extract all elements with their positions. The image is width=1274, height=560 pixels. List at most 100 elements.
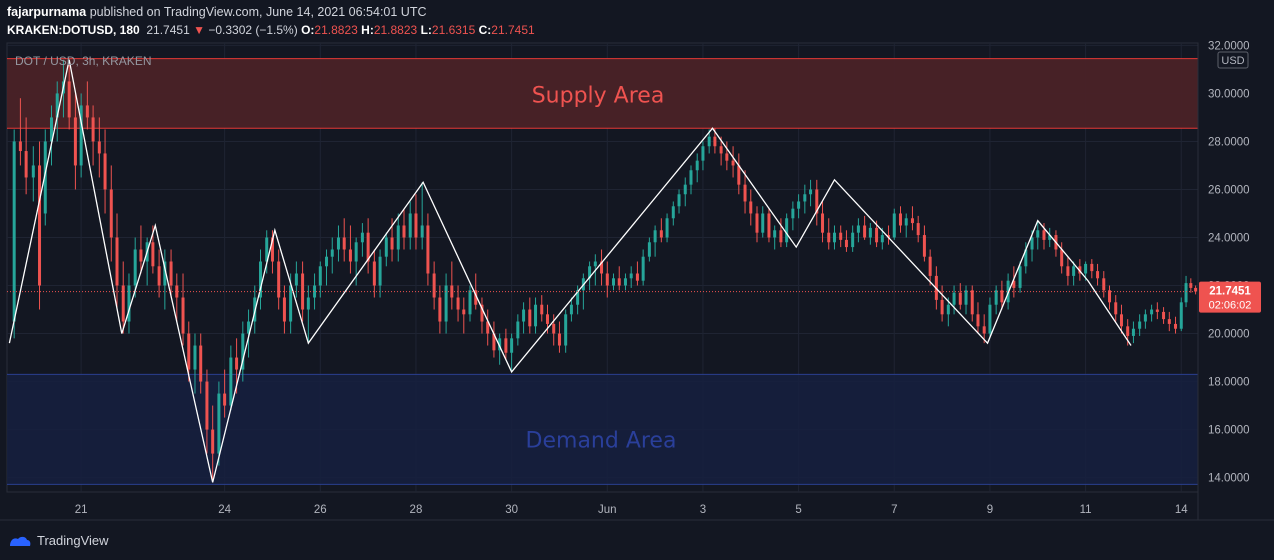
candle-body [1066,266,1070,276]
candle-body [163,261,167,286]
candle-body [761,213,765,233]
high-value: 21.8823 [373,23,418,37]
candle-body [38,165,42,286]
zigzag-layer [7,59,1198,483]
y-tick-label: 16.0000 [1208,425,1250,437]
candle-body [193,345,197,370]
y-tick-label: 24.0000 [1208,232,1250,244]
y-tick-label: 28.0000 [1208,136,1250,148]
candle-body [898,213,902,226]
candle-body [1072,266,1076,276]
candle-body [773,230,777,238]
candle-body [1012,280,1016,288]
candle-body [683,184,687,195]
supply-zone [7,58,1198,129]
candle-body [259,261,263,298]
candle-body [982,326,986,334]
current-price-badge [1199,281,1261,313]
candle-body [360,232,364,243]
candle-body [97,141,101,154]
candle-body [743,184,747,202]
candle-body [588,266,592,279]
candle-body [755,213,759,233]
demand-area-label: Demand Area [526,428,677,453]
candle-body [396,225,400,250]
candle-body [366,232,370,262]
candle-body [922,235,926,257]
price-change: −0.3302 (−1.5%) [208,23,298,37]
candle-body [791,208,795,219]
candle-body [600,261,604,274]
candle-body [851,232,855,248]
candle-body [839,232,843,240]
candle-body [910,218,914,224]
candle-body [241,333,245,370]
candle-body [384,237,388,257]
candle-body [414,213,418,238]
current-price-label: 21.7451 [1209,286,1251,298]
candle-body [1138,321,1142,329]
candle-body [354,242,358,262]
ohlc-legend: KRAKEN:DOTUSD, 180 21.7451 ▼ −0.3302 (−1… [7,23,535,37]
candle-body [342,237,346,250]
candle-body [569,304,573,315]
candle-body [767,213,771,238]
x-tick-label: 14 [1175,504,1188,516]
low-label: L: [420,23,432,37]
candle-body [880,235,884,243]
candle-body [988,304,992,334]
y-tick-label: 18.0000 [1208,377,1250,389]
candle-body [677,194,681,207]
y-tick-label: 30.0000 [1208,88,1250,100]
candle-body [277,261,281,298]
candle-body [593,261,597,267]
candle-body [545,314,549,324]
candle-body [827,232,831,243]
candle-body [73,117,77,166]
x-tick-label: 28 [410,504,423,516]
x-tick-label: 5 [795,504,801,516]
candle-body [701,146,705,161]
candle-body [432,273,436,298]
author-name: fajarpurnama [7,5,87,19]
chart-labels: 21.7451 02:06:02 USD DOT / USD, 3h, KRAKEN [15,51,1261,313]
candle-body [1126,326,1130,336]
x-tick-label: 9 [987,504,993,516]
candle-body [294,273,298,286]
candle-body [205,381,209,430]
candle-body [223,393,227,406]
supply-area-label: Supply Area [532,83,665,108]
candle-body [187,333,191,370]
candle-body [1119,314,1123,327]
brand-name: TradingView [37,533,109,548]
candle-body [169,261,173,286]
tradingview-brand[interactable]: TradingView [8,533,109,548]
candle-body [390,237,394,250]
candle-body [426,225,430,274]
candle-body [653,230,657,243]
candle-body [1150,309,1154,315]
candle-body [785,218,789,243]
candle-body [247,321,251,334]
candle-body [49,117,53,142]
last-price: 21.7451 [146,23,190,37]
change-arrow-icon: ▼ [193,23,205,37]
candle-body [809,189,813,195]
candle-body [665,218,669,238]
candle-body [916,223,920,236]
candle-body [420,225,424,238]
candle-body [863,225,867,238]
candle-body [1024,249,1028,267]
candle-body [868,227,872,238]
candle-body [31,165,35,178]
candle-body [270,237,274,262]
candle-body [659,230,663,238]
candle-body [456,297,460,310]
publish-info: fajarpurnama published on TradingView.co… [7,5,427,19]
candle-body [725,153,729,161]
candle-body [55,93,59,118]
candle-body [1155,309,1159,312]
candle-body [1048,235,1052,240]
candle-body [1090,263,1094,272]
